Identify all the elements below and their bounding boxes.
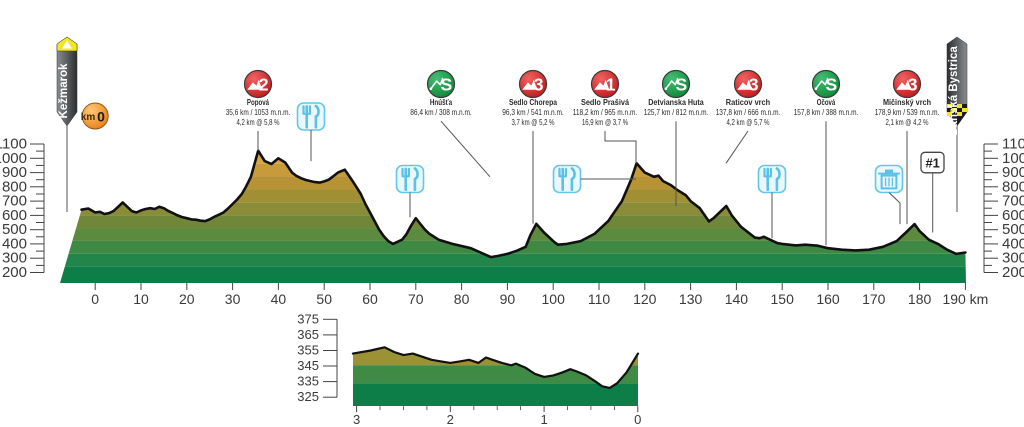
- svg-text:S: S: [826, 75, 838, 95]
- svg-text:S: S: [676, 75, 688, 95]
- svg-text:125,7 km / 812 m.n.m.: 125,7 km / 812 m.n.m.: [644, 108, 709, 117]
- svg-text:140: 140: [725, 291, 749, 307]
- svg-text:20: 20: [179, 291, 195, 307]
- svg-text:365: 365: [297, 327, 319, 342]
- svg-text:S: S: [441, 75, 453, 95]
- svg-text:178,9 km / 539 m.n.m.: 178,9 km / 539 m.n.m.: [875, 108, 940, 117]
- svg-text:90: 90: [500, 291, 516, 307]
- svg-text:80: 80: [454, 291, 470, 307]
- svg-text:180: 180: [908, 291, 932, 307]
- svg-text:Hnúšťa: Hnúšťa: [430, 97, 452, 107]
- svg-text:170: 170: [862, 291, 886, 307]
- svg-text:335: 335: [297, 374, 319, 389]
- svg-text:16,9 km @ 3,7 %: 16,9 km @ 3,7 %: [582, 118, 628, 127]
- svg-text:1: 1: [540, 412, 547, 427]
- svg-text:190 km: 190 km: [942, 291, 988, 307]
- svg-text:km: km: [81, 112, 96, 123]
- svg-text:100: 100: [542, 291, 566, 307]
- svg-text:130: 130: [679, 291, 703, 307]
- svg-text:157,8 km / 388 m.n.m.: 157,8 km / 388 m.n.m.: [794, 108, 859, 117]
- svg-text:10: 10: [133, 291, 149, 307]
- svg-text:Raticov vrch: Raticov vrch: [726, 97, 770, 107]
- svg-text:Kežmarok: Kežmarok: [58, 63, 70, 119]
- svg-text:4,2 km @ 5,8 %: 4,2 km @ 5,8 %: [237, 118, 280, 127]
- svg-text:40: 40: [271, 291, 287, 307]
- svg-text:70: 70: [408, 291, 424, 307]
- svg-text:4,2 km @ 5,7 %: 4,2 km @ 5,7 %: [727, 118, 770, 127]
- svg-text:345: 345: [297, 358, 319, 373]
- svg-text:0: 0: [97, 109, 105, 125]
- svg-text:0: 0: [91, 291, 99, 307]
- svg-text:3: 3: [353, 412, 360, 427]
- svg-text:Sedlo Prašivá: Sedlo Prašivá: [581, 97, 629, 107]
- svg-text:3: 3: [749, 75, 759, 95]
- svg-text:3: 3: [908, 75, 918, 95]
- svg-text:120: 120: [633, 291, 657, 307]
- svg-text:96,3 km / 541 m.n.m.: 96,3 km / 541 m.n.m.: [502, 108, 564, 117]
- svg-text:355: 355: [297, 343, 319, 358]
- svg-text:2: 2: [259, 75, 269, 95]
- svg-text:110: 110: [588, 291, 611, 307]
- svg-text:160: 160: [816, 291, 840, 307]
- svg-text:118,2 km / 965 m.n.m.: 118,2 km / 965 m.n.m.: [573, 108, 638, 117]
- svg-text:0: 0: [634, 412, 641, 427]
- svg-text:Banská Bystrica: Banská Bystrica: [948, 46, 960, 136]
- svg-text:Očová: Očová: [817, 97, 836, 107]
- svg-text:375: 375: [297, 311, 319, 326]
- svg-text:3,7 km @ 5,2 %: 3,7 km @ 5,2 %: [512, 118, 555, 127]
- svg-text:86,4 km / 308 m.n.m.: 86,4 km / 308 m.n.m.: [410, 108, 472, 117]
- svg-text:60: 60: [362, 291, 378, 307]
- svg-text:35,6 km / 1053 m.n.m.: 35,6 km / 1053 m.n.m.: [226, 108, 291, 117]
- svg-text:Popová: Popová: [247, 97, 269, 107]
- svg-text:#1: #1: [925, 156, 939, 171]
- svg-text:Mičinský vrch: Mičinský vrch: [883, 97, 931, 107]
- svg-text:30: 30: [225, 291, 241, 307]
- svg-text:137,8 km / 666 m.n.m.: 137,8 km / 666 m.n.m.: [716, 108, 781, 117]
- svg-text:Sedlo Chorepa: Sedlo Chorepa: [509, 97, 557, 107]
- svg-text:3: 3: [534, 75, 544, 95]
- svg-text:2: 2: [447, 412, 454, 427]
- svg-text:Detvianska Huta: Detvianska Huta: [648, 97, 704, 107]
- svg-text:325: 325: [297, 389, 319, 404]
- svg-text:1: 1: [606, 75, 616, 95]
- svg-text:150: 150: [771, 291, 795, 307]
- svg-text:50: 50: [316, 291, 332, 307]
- svg-text:2,1 km @ 4,2 %: 2,1 km @ 4,2 %: [886, 118, 929, 127]
